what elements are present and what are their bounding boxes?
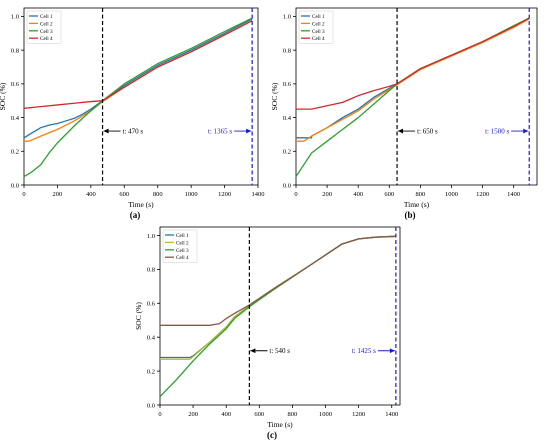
legend-label-cell-4: Cell 4 [176, 255, 189, 261]
y-tick-label: 0.0 [11, 182, 19, 189]
y-tick-label: 0.8 [147, 267, 155, 274]
y-tick-label: 0.6 [283, 81, 292, 88]
panel-label: (a) [130, 210, 141, 220]
plot-frame [159, 226, 401, 406]
y-tick-label: 0.4 [11, 115, 20, 122]
legend-label-cell-2: Cell 2 [176, 240, 189, 246]
x-tick-label: 800 [416, 191, 426, 198]
x-tick-label: 200 [322, 191, 332, 198]
panel-label: (c) [267, 430, 277, 440]
x-tick-label: 0 [294, 191, 297, 198]
chart-panel-1: 0 200 400 600 800 1000 1200 1400 0.0 0.2 0.4 0.6 0.8… [0, 7, 265, 220]
x-tick-label: 400 [221, 411, 231, 418]
x-tick-label: 800 [288, 411, 298, 418]
y-axis-label: SOC (%) [0, 82, 7, 110]
y-tick-label: 0.0 [147, 402, 155, 409]
annotation-label-right: t: 1365 s [208, 127, 232, 135]
y-tick-label: 0.8 [11, 47, 19, 54]
y-tick-label: 1.0 [11, 14, 19, 21]
x-tick-label: 600 [119, 191, 129, 198]
series-line-cell-2 [296, 18, 530, 142]
legend-label-cell-1: Cell 1 [176, 233, 189, 239]
x-tick-label: 600 [384, 191, 394, 198]
annotation-label-left: t: 540 s [269, 347, 290, 355]
legend-label-cell-4: Cell 4 [40, 36, 53, 42]
annotation-arrowhead [250, 348, 256, 354]
x-tick-label: 200 [53, 191, 63, 198]
series-line-cell-4 [296, 17, 530, 110]
legend-label-cell-3: Cell 3 [312, 29, 325, 35]
y-tick-label: 1.0 [147, 233, 155, 240]
legend-label-cell-1: Cell 1 [312, 14, 325, 20]
annotation-arrowhead [389, 348, 395, 354]
annotation-arrowhead [398, 128, 404, 134]
x-tick-label: 800 [153, 191, 163, 198]
x-tick-label: 1200 [352, 411, 365, 418]
plot-frame [23, 7, 259, 186]
y-axis-label: SOC (%) [134, 302, 143, 330]
annotation-arrowhead [103, 128, 109, 134]
x-tick-label: 1000 [445, 191, 458, 198]
x-tick-label: 400 [86, 191, 96, 198]
chart-panel-3: 0 200 400 600 800 1000 1200 1400 0.0 0.2 0.4 0.6 0.8… [134, 226, 401, 440]
x-tick-label: 0 [158, 411, 161, 418]
series-line-cell-4 [160, 235, 396, 326]
plot-frame [295, 7, 538, 186]
x-tick-label: 1400 [252, 191, 265, 198]
legend-box [162, 229, 198, 263]
x-axis-label: Time (s) [267, 420, 293, 429]
x-tick-label: 1000 [185, 191, 198, 198]
y-tick-label: 0.2 [11, 149, 19, 156]
x-tick-label: 1400 [507, 191, 520, 198]
x-tick-label: 400 [353, 191, 363, 198]
annotation-label-right: t: 1425 s [352, 347, 376, 355]
y-tick-label: 0.0 [283, 182, 291, 189]
y-tick-label: 0.2 [283, 149, 291, 156]
x-tick-label: 1000 [319, 411, 332, 418]
x-tick-label: 200 [188, 411, 198, 418]
x-tick-label: 1200 [218, 191, 231, 198]
y-tick-label: 0.4 [147, 334, 156, 341]
y-tick-label: 0.8 [283, 47, 291, 54]
annotation-label-left: t: 470 s [123, 127, 144, 135]
legend-label-cell-1: Cell 1 [40, 14, 53, 20]
annotation-label-left: t: 650 s [417, 127, 438, 135]
y-tick-label: 0.6 [11, 81, 20, 88]
series-line-cell-1 [23, 18, 253, 139]
legend-label-cell-2: Cell 2 [40, 21, 53, 27]
y-axis-label: SOC (%) [270, 82, 279, 110]
chart-panel-2: 0 200 400 600 800 1000 1200 1400 0.0 0.2 0.4 0.6 0.8… [270, 7, 538, 220]
legend-label-cell-4: Cell 4 [312, 36, 325, 42]
panel-label: (b) [405, 210, 416, 220]
legend-label-cell-2: Cell 2 [312, 21, 325, 27]
y-tick-label: 0.2 [147, 368, 155, 375]
x-tick-label: 1400 [385, 411, 398, 418]
legend-box [298, 10, 334, 44]
series-line-cell-3 [23, 17, 253, 178]
x-axis-label: Time (s) [128, 200, 154, 209]
y-tick-label: 0.4 [283, 115, 292, 122]
legend-label-cell-3: Cell 3 [40, 29, 53, 35]
annotation-arrowhead [246, 128, 252, 134]
annotation-arrowhead [523, 128, 529, 134]
y-tick-label: 0.6 [147, 301, 156, 308]
x-tick-label: 1200 [476, 191, 489, 198]
annotation-label-right: t: 1500 s [485, 127, 509, 135]
x-axis-label: Time (s) [404, 200, 430, 209]
legend-box [26, 10, 62, 44]
x-tick-label: 600 [254, 411, 264, 418]
legend-label-cell-3: Cell 3 [176, 248, 189, 254]
x-tick-label: 0 [22, 191, 25, 198]
y-tick-label: 1.0 [283, 14, 291, 21]
